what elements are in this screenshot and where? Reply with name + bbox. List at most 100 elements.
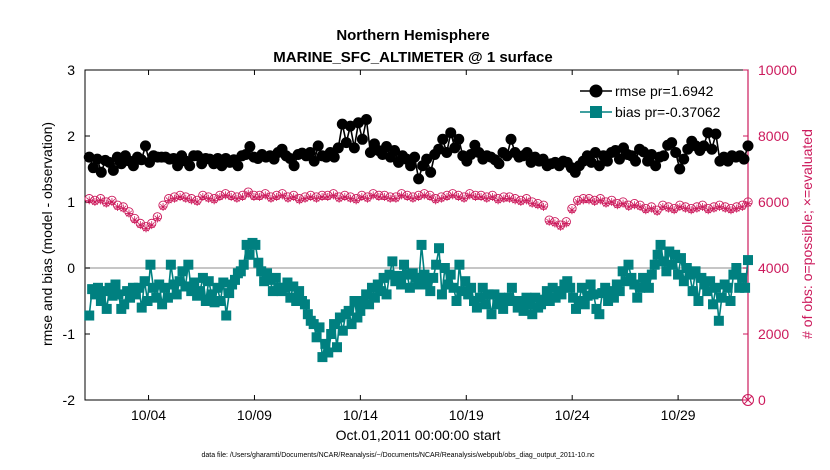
plot-area: 10/04 10/09 10/14 10/19 10/24 10/29 -2 -1 0 1 2 3 0 2… [63, 62, 798, 423]
bias-point [189, 277, 200, 288]
y-tick-label: 2 [67, 128, 75, 144]
obs-evaluated-point [579, 196, 588, 205]
bias-point [212, 282, 223, 293]
obs-evaluated-point [636, 202, 645, 211]
rmse-point [340, 137, 352, 149]
bias-point [486, 309, 497, 320]
data-file-footnote: data file: /Users/gharamti/Documents/NCA… [201, 452, 595, 459]
obs-evaluated-point [193, 198, 202, 206]
obs-evaluated-point [335, 194, 344, 203]
obs-evaluated-point [647, 204, 656, 213]
obs-evaluated-point [284, 194, 293, 203]
obs-evaluated-point [732, 204, 741, 213]
bias-point [658, 256, 669, 267]
obs-evaluated-point [664, 204, 673, 213]
bias-point [364, 299, 375, 310]
bias-point [594, 309, 605, 320]
obs-evaluated-point [403, 193, 412, 202]
bias-point [675, 253, 686, 264]
x-tick-label: 10/04 [131, 407, 166, 423]
obs-evaluated-point [562, 219, 571, 228]
bias-point [731, 263, 742, 273]
obs-evaluated-point [414, 193, 423, 202]
obs-evaluated-point [744, 199, 752, 208]
bias-point [652, 249, 663, 260]
rmse-point [738, 153, 750, 165]
rmse-point [360, 114, 372, 125]
bias-point [413, 279, 424, 290]
bias-point [326, 329, 337, 339]
rmse-point [421, 153, 433, 165]
bias-point [177, 266, 188, 277]
obs-evaluated-point [340, 193, 349, 202]
obs-evaluated-point [624, 202, 633, 211]
y-axis-label: rmse and bias (model - observation) [39, 122, 55, 346]
obs-evaluated-point [147, 221, 156, 230]
obs-evaluated-point [533, 201, 542, 210]
bias-point [431, 259, 442, 270]
obs-evaluated-point [738, 202, 747, 211]
legend: rmse pr=1.6942 bias pr=-0.37062 [578, 80, 738, 124]
bias-point [617, 266, 628, 277]
obs-evaluated-point [522, 196, 531, 205]
chart-title: Northern Hemisphere [336, 27, 489, 44]
rmse-point [613, 153, 625, 165]
legend-label: bias pr=-0.37062 [615, 104, 721, 120]
y-right-tick-label: 4000 [758, 260, 789, 276]
bias-point [556, 289, 567, 300]
bias-point [404, 282, 415, 293]
obs-evaluated-point [573, 198, 582, 206]
obs-evaluated-point [369, 191, 378, 200]
obs-evaluated-point [641, 206, 650, 215]
y-tick-label: 1 [67, 194, 75, 210]
rmse-point [437, 133, 449, 145]
obs-evaluated-point [471, 193, 480, 202]
obs-evaluated-point [249, 193, 258, 202]
obs-evaluated-point [602, 199, 611, 208]
chart-subtitle: MARINE_SFC_ALTIMETER @ 1 surface [273, 49, 552, 66]
bias-point [527, 309, 538, 320]
bias-point [299, 299, 310, 310]
rmse-point [95, 166, 107, 178]
obs-evaluated-point [477, 193, 486, 202]
obs-evaluated-point [488, 193, 497, 202]
obs-evaluated-point [295, 196, 304, 205]
rmse-point [425, 166, 437, 178]
rmse-point [505, 133, 517, 145]
obs-evaluated-point [238, 193, 247, 202]
obs-evaluated-point [721, 204, 730, 213]
obs-evaluated-point [454, 193, 463, 202]
obs-evaluated-point [613, 201, 622, 210]
bias-point [428, 272, 439, 283]
obs-evaluated-point [130, 216, 139, 225]
bias-point [655, 239, 666, 250]
bias-point [250, 239, 261, 250]
obs-evaluated-point [318, 193, 327, 202]
obs-evaluated-point [215, 193, 224, 202]
y-right-tick-label: 8000 [758, 128, 789, 144]
obs-evaluated-point [653, 207, 662, 216]
obs-evaluated-point [386, 194, 395, 203]
x-tick-label: 10/14 [343, 407, 378, 423]
obs-evaluated-point [692, 204, 701, 213]
obs-evaluated-point [420, 191, 429, 200]
obs-evaluated-point [232, 194, 241, 203]
obs-evaluated-point [329, 191, 338, 200]
bias-point [710, 282, 721, 293]
bias-point [320, 338, 331, 349]
bias-point [649, 259, 660, 270]
obs-evaluated-point [607, 198, 616, 206]
obs-evaluated-point [670, 206, 679, 215]
bias-point [687, 286, 698, 297]
y-right-tick-label: 6000 [758, 194, 789, 210]
obs-evaluated-point [726, 206, 735, 215]
rmse-point [678, 153, 690, 165]
bias-point [678, 276, 689, 287]
bias-point [311, 332, 322, 343]
bias-point [445, 269, 456, 280]
obs-evaluated-point [301, 194, 310, 203]
obs-evaluated-point [709, 204, 718, 213]
bias-point [101, 303, 112, 314]
bias-point [343, 305, 354, 316]
